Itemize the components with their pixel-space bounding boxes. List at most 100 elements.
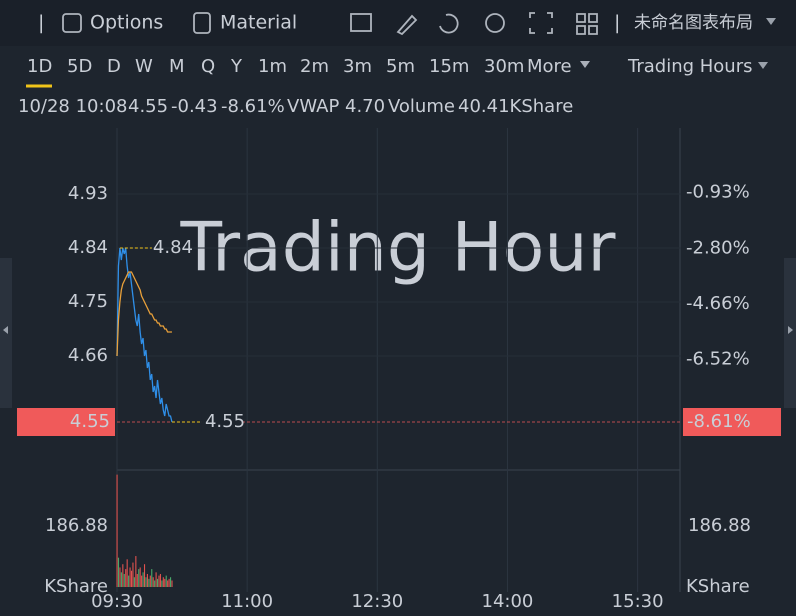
volume-bar: [136, 573, 138, 587]
volume-bar: [152, 577, 154, 587]
quote-change-pct: -8.61%: [221, 96, 285, 117]
volume-bar: [117, 557, 120, 587]
volume-label: Volume: [388, 96, 455, 117]
layout-icon[interactable]: [576, 13, 598, 35]
volume-bar: [130, 570, 133, 587]
right-arrow[interactable]: [788, 326, 793, 334]
y2-tick-label: -4.66%: [686, 293, 750, 314]
volume-bar: [167, 580, 169, 587]
vwap-value: 4.70: [345, 96, 385, 117]
volume-bar: [139, 567, 141, 587]
volume-bar: [129, 567, 131, 587]
timeframe-button[interactable]: Q: [201, 56, 215, 77]
timeframe-button[interactable]: 3m: [343, 56, 372, 77]
last-price-box: [17, 408, 115, 436]
options-icon[interactable]: [62, 13, 82, 33]
last-pct-tag: -8.61%: [687, 411, 751, 432]
layout-name[interactable]: 未命名图表布局: [634, 13, 753, 33]
volume-bar: [126, 559, 128, 587]
material-icon[interactable]: [193, 12, 211, 34]
volume-bar: [145, 577, 147, 587]
y2-tick-label: -2.80%: [686, 237, 750, 258]
quote-price: 4.55: [128, 96, 168, 117]
last-label-bg: [201, 412, 242, 432]
volume-bar: [168, 578, 170, 587]
y-tick-label: 4.66: [68, 345, 108, 366]
options-button[interactable]: Options: [90, 12, 163, 34]
timeframe-button[interactable]: M: [169, 56, 185, 77]
x-tick-label: 09:30: [91, 591, 143, 612]
y2-tick-label: -0.93%: [686, 182, 750, 203]
quote-change: -0.43: [171, 96, 218, 117]
left-handle[interactable]: [0, 258, 12, 408]
timeframe-button[interactable]: More: [527, 56, 572, 77]
y-tick-label: 4.75: [68, 291, 108, 312]
volume-bar: [156, 578, 159, 587]
volume-bar: [146, 573, 148, 587]
timeframe-button[interactable]: Y: [230, 56, 243, 77]
timeframe-button[interactable]: 1m: [258, 56, 287, 77]
volume-tick-label: 186.88: [45, 515, 108, 536]
y-tick-label: 4.93: [68, 183, 108, 204]
volume-bar: [138, 569, 140, 587]
volume-bar: [171, 580, 173, 587]
quote-row: 10/28 10:08 4.55 -0.43 -8.61% VWAP 4.70 …: [18, 96, 573, 117]
session-selector[interactable]: Trading Hours: [627, 56, 753, 77]
timeframe-button[interactable]: 2m: [300, 56, 329, 77]
volume-bar: [116, 474, 118, 587]
draw-icon[interactable]: [396, 14, 418, 36]
price-line: [116, 271, 172, 357]
dropdown-arrow[interactable]: [758, 62, 768, 69]
volume-bar: [164, 578, 166, 587]
high-label: 4.84: [153, 237, 193, 258]
volume-bar: [142, 572, 144, 587]
timeframe-bar: 1D 5D D W M Q Y 1m 2m 3m 5m 15m 30m More: [26, 56, 590, 88]
volume-bar: [151, 569, 153, 587]
x-tick-label: 14:00: [482, 591, 534, 612]
volume-bar: [128, 575, 130, 587]
volume-bar: [158, 575, 160, 587]
dropdown-arrow[interactable]: [580, 61, 590, 68]
x-tick-label: 11:00: [221, 591, 273, 612]
indicator-icon[interactable]: [350, 13, 372, 32]
volume-bar: [141, 575, 143, 587]
volume-bar: [120, 572, 122, 587]
right-handle[interactable]: [784, 258, 796, 408]
y2-tick-label: -6.52%: [686, 348, 750, 369]
volume-unit: KShare: [686, 576, 750, 597]
separator: |: [38, 12, 44, 34]
material-button[interactable]: Material: [220, 12, 297, 34]
timeframe-button[interactable]: 30m: [484, 56, 524, 77]
x-tick-label: 15:30: [612, 591, 664, 612]
settings-icon[interactable]: [485, 13, 505, 33]
timeframe-button[interactable]: 5D: [67, 56, 92, 77]
volume-bar: [159, 573, 161, 587]
y-tick-label: 4.84: [68, 237, 108, 258]
left-arrow[interactable]: [3, 326, 8, 334]
volume-unit: KShare: [44, 576, 108, 597]
volume-value: 40.41KShare: [458, 96, 573, 117]
timeframe-button[interactable]: 1D: [27, 56, 52, 77]
vwap-label: VWAP: [287, 96, 339, 117]
dropdown-arrow[interactable]: [766, 18, 776, 25]
volume-tick-label: 186.88: [688, 515, 751, 536]
quote-datetime: 10/28 10:08: [18, 96, 127, 117]
volume-bar: [122, 564, 124, 587]
timeframe-button[interactable]: W: [135, 56, 153, 77]
fullscreen-icon[interactable]: [529, 12, 553, 34]
volume-bar: [132, 562, 134, 587]
timeframe-button[interactable]: D: [107, 56, 121, 77]
volume-bar: [123, 573, 125, 587]
last-price-tag: 4.55: [70, 411, 110, 432]
volume-bar: [119, 567, 121, 587]
volume-bar: [125, 569, 127, 587]
volume-bar: [165, 575, 167, 587]
x-tick-label: 12:30: [351, 591, 403, 612]
timeframe-button[interactable]: 5m: [386, 56, 415, 77]
separator: |: [614, 12, 620, 34]
volume-bar: [155, 572, 157, 587]
timeframe-button[interactable]: 15m: [429, 56, 469, 77]
volume-bar: [133, 577, 135, 587]
undo-icon[interactable]: [439, 13, 459, 34]
